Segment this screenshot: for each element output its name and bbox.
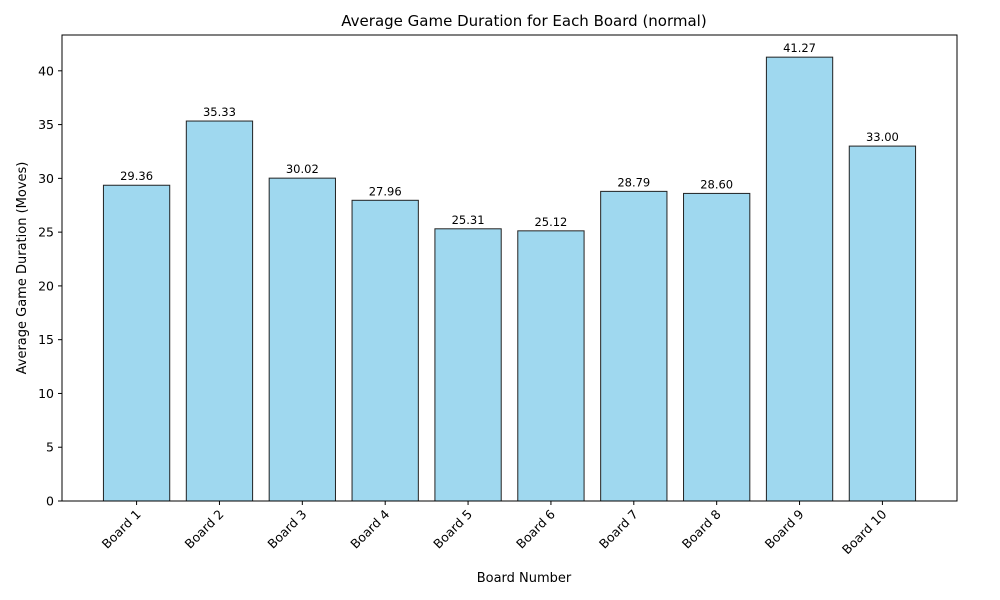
x-axis-title: Board Number bbox=[477, 571, 572, 586]
y-tick-label: 15 bbox=[38, 332, 54, 347]
x-tick-label: Board 2 bbox=[182, 507, 227, 552]
x-tick-label: Board 5 bbox=[430, 507, 475, 552]
y-tick-label: 30 bbox=[38, 171, 54, 186]
y-axis-title: Average Game Duration (Moves) bbox=[15, 162, 30, 375]
y-tick-label: 40 bbox=[38, 63, 54, 78]
bar-value-label-10: 33.00 bbox=[866, 130, 899, 144]
bar-3 bbox=[268, 177, 336, 502]
x-tick-label: Board 1 bbox=[99, 507, 144, 552]
x-axis-ticks: Board 1 Board 2 Board 3 Board 4 Board 5 Board… bbox=[99, 501, 890, 557]
bar-value-label-5: 25.31 bbox=[452, 213, 485, 227]
bar-value-label-1: 29.36 bbox=[120, 169, 153, 183]
y-tick-label: 5 bbox=[46, 440, 54, 455]
x-tick-label: Board 7 bbox=[596, 507, 641, 552]
bar-value-label-8: 28.60 bbox=[700, 177, 733, 191]
x-tick-label: Board 10 bbox=[839, 506, 890, 557]
chart-title: Average Game Duration for Each Board (no… bbox=[341, 12, 706, 30]
bar-value-label-3: 30.02 bbox=[286, 162, 319, 176]
data-labels-layer: 29.36 35.33 30.02 27.96 25.31 25.12 28.79 28.60… bbox=[120, 41, 899, 229]
x-tick-label: Board 8 bbox=[679, 506, 724, 551]
bar-4 bbox=[351, 199, 419, 502]
x-tick-label: Board 6 bbox=[513, 506, 558, 551]
x-tick-label: Board 4 bbox=[347, 506, 392, 551]
bar-9 bbox=[765, 56, 834, 502]
bar-value-label-6: 25.12 bbox=[534, 215, 567, 229]
bar-value-label-9: 41.27 bbox=[783, 41, 816, 55]
bar-8 bbox=[683, 192, 751, 502]
x-tick-label: Board 9 bbox=[762, 506, 807, 551]
y-tick-label: 20 bbox=[38, 278, 54, 293]
y-axis-ticks: 0 5 10 15 20 25 30 35 40 bbox=[38, 63, 62, 509]
bar-value-label-4: 27.96 bbox=[369, 184, 402, 198]
y-tick-label: 25 bbox=[38, 225, 54, 240]
x-tick-label: Board 3 bbox=[264, 507, 309, 552]
y-tick-label: 35 bbox=[38, 117, 54, 132]
bar-10 bbox=[848, 145, 917, 502]
y-tick-label: 0 bbox=[46, 494, 54, 509]
bar-value-label-2: 35.33 bbox=[203, 105, 236, 119]
y-tick-label: 10 bbox=[38, 386, 54, 401]
bar-5 bbox=[434, 228, 502, 502]
bar-7 bbox=[600, 190, 668, 502]
bar-2 bbox=[185, 120, 254, 502]
plot-frame bbox=[61, 34, 958, 502]
bar-1 bbox=[102, 184, 171, 502]
bars-layer bbox=[102, 56, 917, 502]
bar-value-label-7: 28.79 bbox=[617, 175, 650, 189]
bar-6 bbox=[517, 230, 585, 502]
